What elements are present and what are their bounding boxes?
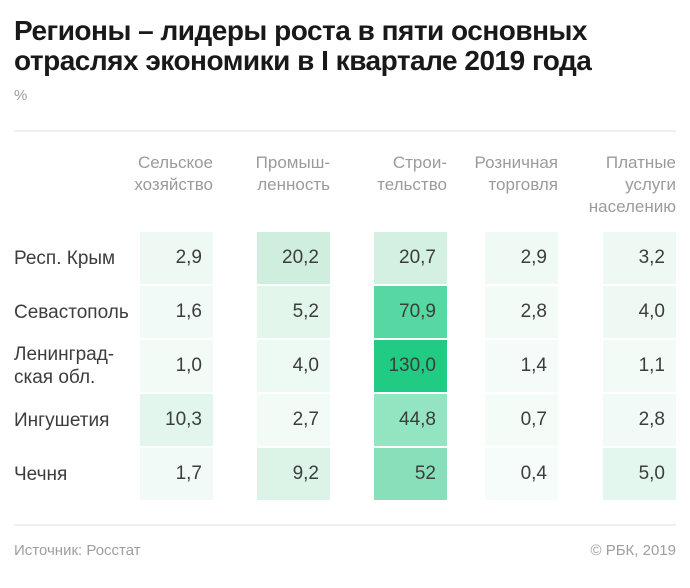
value-cell-box: 2,9 <box>140 232 213 284</box>
source-label: Источник: Росстат <box>14 542 141 559</box>
value-cell-box: 0,7 <box>485 394 558 446</box>
value-cell: 1,7 <box>140 448 213 500</box>
value-cell-box: 1,4 <box>485 340 558 392</box>
value-cell-box: 1,0 <box>140 340 213 392</box>
value-cell: 1,4 <box>447 340 558 392</box>
value-cell-box: 70,9 <box>374 286 447 338</box>
value-cell: 2,7 <box>213 394 330 446</box>
value-cell: 52 <box>330 448 447 500</box>
value-cell: 9,2 <box>213 448 330 500</box>
column-header: Промыш- ленность <box>255 153 330 194</box>
row-label: Севастополь <box>14 301 129 323</box>
value-cell: 2,9 <box>447 232 558 284</box>
heatmap-table: Сельское хозяйство Промыш- ленность Строи-… <box>14 150 676 500</box>
value-cell: 4,0 <box>558 286 676 338</box>
value-cell-box: 9,2 <box>257 448 330 500</box>
value-cell: 5,0 <box>558 448 676 500</box>
value-cell: 2,9 <box>140 232 213 284</box>
value-cell-box: 0,4 <box>485 448 558 500</box>
value-cell-box: 2,9 <box>485 232 558 284</box>
value-cell: 20,2 <box>213 232 330 284</box>
value-cell-box: 4,0 <box>257 340 330 392</box>
value-cell-box: 4,0 <box>603 286 676 338</box>
value-cell-box: 1,6 <box>140 286 213 338</box>
value-cell: 4,0 <box>213 340 330 392</box>
value-cell-box: 2,8 <box>603 394 676 446</box>
value-cell: 0,7 <box>447 394 558 446</box>
value-cell: 1,6 <box>140 286 213 338</box>
value-cell-box: 2,8 <box>485 286 558 338</box>
column-header: Платные услуги населению <box>588 153 676 216</box>
bottom-divider <box>14 524 676 526</box>
copyright-label: © РБК, 2019 <box>590 542 676 559</box>
value-cell: 130,0 <box>330 340 447 392</box>
value-cell: 2,8 <box>558 394 676 446</box>
row-label: Респ. Крым <box>14 247 116 269</box>
column-header: Сельское хозяйство <box>134 153 213 194</box>
value-cell: 0,4 <box>447 448 558 500</box>
top-divider <box>14 130 676 132</box>
value-cell-box: 20,7 <box>374 232 447 284</box>
value-cell: 1,1 <box>558 340 676 392</box>
column-header: Строи- тельство <box>377 153 447 194</box>
value-cell-box: 5,0 <box>603 448 676 500</box>
chart-title: Регионы – лидеры роста в пяти основных о… <box>14 15 592 76</box>
value-cell-box: 2,7 <box>257 394 330 446</box>
value-cell-box: 44,8 <box>374 394 447 446</box>
value-cell-box: 20,2 <box>257 232 330 284</box>
value-cell: 10,3 <box>140 394 213 446</box>
unit-label: % <box>14 87 28 104</box>
footer: Источник: Росстат © РБК, 2019 <box>14 542 676 559</box>
value-cell-box: 1,7 <box>140 448 213 500</box>
value-cell-box: 1,1 <box>603 340 676 392</box>
value-cell-box: 3,2 <box>603 232 676 284</box>
value-cell: 70,9 <box>330 286 447 338</box>
value-cell-box: 5,2 <box>257 286 330 338</box>
column-header: Розничная торговля <box>474 153 558 194</box>
value-cell-box: 10,3 <box>140 394 213 446</box>
value-cell: 3,2 <box>558 232 676 284</box>
value-cell: 20,7 <box>330 232 447 284</box>
value-cell: 5,2 <box>213 286 330 338</box>
row-label: Чечня <box>14 463 68 485</box>
value-cell-box: 130,0 <box>374 340 447 392</box>
row-label: Ингушетия <box>14 409 110 431</box>
value-cell: 44,8 <box>330 394 447 446</box>
value-cell: 2,8 <box>447 286 558 338</box>
value-cell: 1,0 <box>140 340 213 392</box>
row-label: Ленинград- ская обл. <box>14 344 115 388</box>
value-cell-box: 52 <box>374 448 447 500</box>
